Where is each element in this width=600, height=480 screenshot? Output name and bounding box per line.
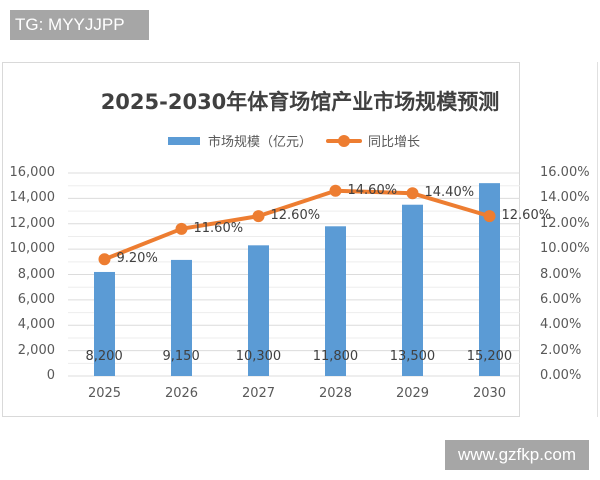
chart-legend: 市场规模（亿元） 同比增长 <box>168 131 420 150</box>
y-right-tick: 12.00% <box>540 215 590 231</box>
growth-value-label: 9.20% <box>116 251 158 267</box>
site-watermark-badge: www.gzfkp.com <box>445 440 589 470</box>
growth-value-label: 12.60% <box>270 208 321 224</box>
legend-line-label: 同比增长 <box>368 135 421 150</box>
y-left-tick: 6,000 <box>17 291 55 307</box>
y-left-tick: 12,000 <box>9 215 56 231</box>
bar-value-label: 13,500 <box>389 349 436 364</box>
y-right-tick: 6.00% <box>540 291 582 307</box>
growth-marker-2030 <box>483 210 496 223</box>
bar-value-label: 8,200 <box>85 349 123 364</box>
y-left-tick: 2,000 <box>17 342 55 358</box>
y-right-tick: 10.00% <box>540 241 590 257</box>
bar-2026 <box>171 259 192 376</box>
bar-2028 <box>325 226 346 376</box>
y-left-tick: 4,000 <box>17 317 55 333</box>
legend-bar-label: 市场规模（亿元） <box>208 135 313 150</box>
page-edge-line <box>597 62 598 417</box>
y-left-tick: 14,000 <box>9 190 56 206</box>
y-right-tick: 16.00% <box>540 165 590 180</box>
growth-marker-2025 <box>98 253 111 266</box>
x-tick: 2025 <box>87 386 122 401</box>
x-tick: 2029 <box>395 386 430 401</box>
bar-2025 <box>94 271 115 376</box>
x-tick: 2026 <box>164 386 199 401</box>
y-left-tick: 16,000 <box>9 165 56 180</box>
legend-bar-swatch-icon <box>168 136 200 145</box>
y-right-tick: 4.00% <box>540 317 582 333</box>
legend-line-swatch-icon <box>326 134 363 148</box>
bar-value-label: 11,800 <box>312 349 359 364</box>
y-right-tick: 0.00% <box>540 368 582 383</box>
bar-2027 <box>248 245 269 376</box>
growth-value-label: 14.40% <box>424 185 475 201</box>
y-left-tick: 0 <box>46 368 55 383</box>
growth-marker-2029 <box>406 187 419 200</box>
y-left-tick: 10,000 <box>9 241 56 257</box>
bar-2030 <box>479 183 500 376</box>
bar-value-label: 15,200 <box>466 349 513 364</box>
telegram-watermark-badge: TG: MYYJJPP <box>10 10 149 40</box>
growth-value-label: 11.60% <box>193 220 244 236</box>
y-right-tick: 2.00% <box>540 342 582 358</box>
x-tick: 2027 <box>241 386 276 401</box>
y-right-tick: 14.00% <box>540 190 590 206</box>
growth-marker-2028 <box>329 184 342 197</box>
growth-value-label: 12.60% <box>501 208 552 224</box>
bar-value-label: 10,300 <box>235 349 282 364</box>
y-left-tick: 8,000 <box>17 266 55 282</box>
growth-marker-2027 <box>252 210 265 223</box>
bar-2029 <box>402 204 423 376</box>
growth-marker-2026 <box>175 222 188 235</box>
growth-line <box>103 188 491 262</box>
bar-value-label: 9,150 <box>162 349 200 364</box>
x-tick: 2028 <box>318 386 353 401</box>
y-right-tick: 8.00% <box>540 266 582 282</box>
chart-title: 2025-2030年体育场馆产业市场规模预测 <box>100 90 500 114</box>
growth-value-label: 14.60% <box>347 182 398 198</box>
x-tick: 2030 <box>472 386 507 401</box>
